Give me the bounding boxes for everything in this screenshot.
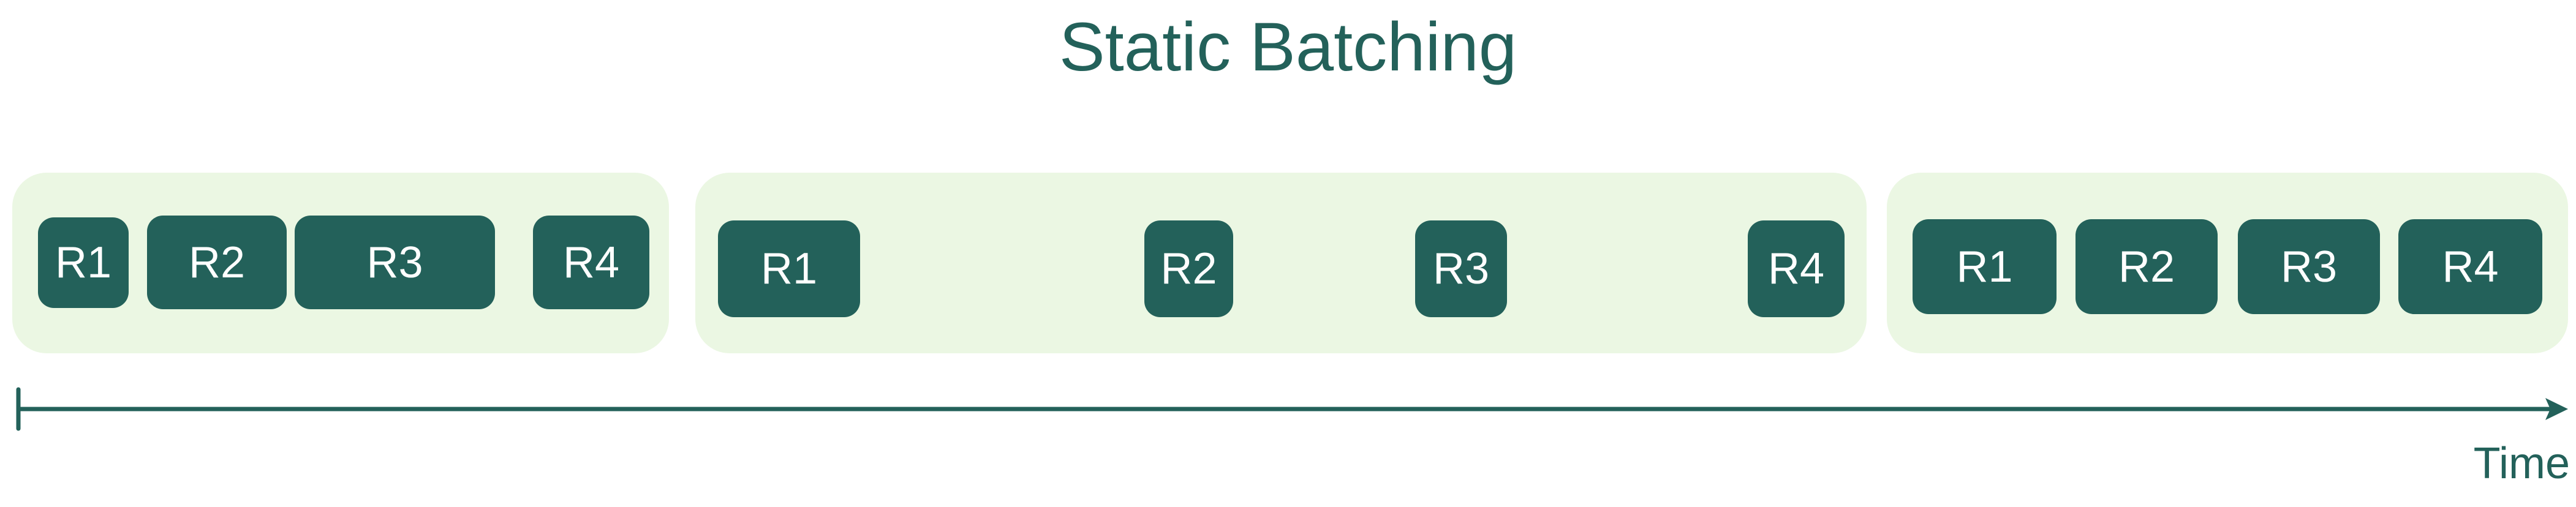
batch-2-request-3: R3 <box>1415 220 1507 317</box>
batch-2 <box>695 173 1867 353</box>
batch-2-request-4: R4 <box>1748 220 1845 317</box>
batch-3-request-3: R3 <box>2238 219 2380 314</box>
axis-arrowhead <box>2545 398 2568 420</box>
batch-1-request-2: R2 <box>147 216 287 309</box>
batch-2-request-1: R1 <box>718 220 860 317</box>
batch-3-request-4: R4 <box>2398 219 2542 314</box>
batch-3-request-2: R2 <box>2076 219 2218 314</box>
batch-3-request-1: R1 <box>1913 219 2057 314</box>
batch-1-request-4: R4 <box>533 216 649 309</box>
batch-2-request-2: R2 <box>1144 220 1233 317</box>
diagram-title: Static Batching <box>1059 9 1517 85</box>
batch-1-request-3: R3 <box>295 216 495 309</box>
batch-1-request-1: R1 <box>38 217 129 308</box>
time-axis-label: Time <box>2473 439 2570 488</box>
